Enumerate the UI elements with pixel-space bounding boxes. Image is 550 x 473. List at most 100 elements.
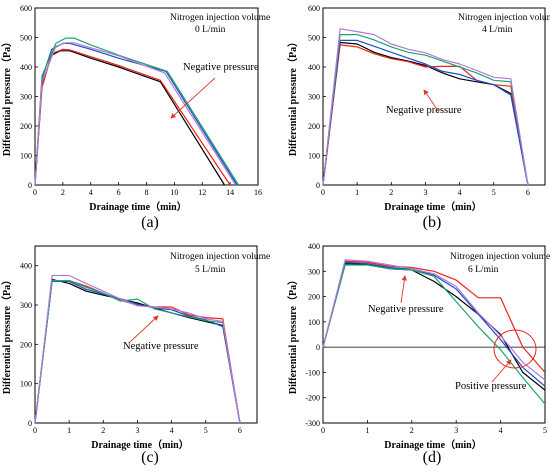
x-tick-label: 5	[492, 188, 496, 197]
series-line-green	[322, 264, 546, 405]
series-line-blue	[34, 280, 241, 424]
chart-panel-d: 0 1 2 3 4 5 -300 -200 -100 0 100 200 300 400 Drainage …	[286, 242, 550, 466]
series-line-purple	[34, 274, 241, 424]
series-line-green	[34, 280, 241, 424]
annotation-arrow	[400, 275, 408, 304]
x-tick-label: 0	[33, 188, 37, 197]
y-tick-label: 400	[308, 242, 320, 251]
annotation-nitrogen: Nitrogen injection volume	[170, 13, 270, 23]
y-tick-label: -100	[305, 368, 320, 377]
y-tick-label: 0	[316, 181, 320, 190]
series-line-purple	[322, 259, 546, 381]
y-tick-label: 100	[308, 318, 320, 327]
x-tick-label: 2	[101, 426, 105, 435]
highlight-circle	[493, 329, 537, 369]
annotation-pressure: Negative pressure	[386, 105, 462, 116]
series-line-blue	[322, 261, 546, 387]
y-tick-label: 0	[28, 419, 32, 428]
y-tick-label: -300	[305, 419, 320, 428]
y-tick-label: 300	[20, 93, 32, 102]
y-tick-label: 0	[28, 181, 32, 190]
annotation-arrow	[170, 77, 216, 119]
x-tick-label: 0	[321, 188, 325, 197]
y-tick-label: 100	[20, 380, 32, 389]
panel-caption: (c)	[141, 449, 159, 466]
plot-frame	[34, 245, 258, 424]
annotation-pressure: Negative pressure	[123, 341, 199, 352]
x-tick-label: 0	[321, 426, 325, 435]
x-tick-label: 4	[458, 188, 462, 197]
x-tick-label: 6	[526, 188, 530, 197]
y-tick-label: 300	[308, 93, 320, 102]
x-tick-label: 5	[543, 426, 547, 435]
x-tick-label: 1	[67, 426, 71, 435]
x-tick-label: 1	[355, 188, 359, 197]
x-axis-label: Drainage time（min）	[89, 200, 187, 213]
y-tick-label: 400	[20, 262, 32, 271]
y-tick-label: 400	[20, 63, 32, 72]
y-tick-label: 600	[308, 4, 320, 13]
series-line-green	[322, 34, 529, 186]
annotation-pressure: Positive pressure	[455, 381, 527, 392]
y-axis-label: Differential pressure（Pa）	[286, 275, 299, 394]
x-tick-label: 10	[170, 188, 178, 197]
y-tick-label: 0	[316, 343, 320, 352]
annotation-nitrogen: 6 L/min	[468, 265, 499, 275]
panel-caption: (a)	[141, 214, 159, 231]
x-axis-label: Drainage time（min）	[91, 438, 189, 451]
series-line-black	[34, 278, 241, 424]
panel-caption: (b)	[423, 214, 442, 231]
x-tick-label: 3	[423, 188, 427, 197]
x-tick-label: 14	[226, 188, 234, 197]
x-tick-label: 1	[365, 426, 369, 435]
y-tick-label: -200	[305, 394, 320, 403]
y-tick-label: 300	[20, 301, 32, 310]
x-tick-label: 12	[198, 188, 206, 197]
x-tick-label: 3	[135, 426, 139, 435]
x-tick-label: 6	[238, 426, 242, 435]
series-line-black	[322, 263, 546, 391]
x-tick-label: 16	[254, 188, 262, 197]
y-tick-label: 500	[20, 34, 32, 43]
y-tick-label: 600	[20, 4, 32, 13]
annotation-nitrogen: 0 L/min	[195, 25, 226, 35]
annotation-arrow	[129, 315, 159, 343]
x-tick-label: 2	[389, 188, 393, 197]
x-tick-label: 2	[410, 426, 414, 435]
chart-panel-c: 0 1 2 3 4 5 6 0 100 200 300 400 Drainage time（min） Di…	[0, 245, 270, 466]
x-tick-label: 4	[170, 426, 174, 435]
chart-panel-a: 0 2 4 6 8 10 12 14 16 0 100 200 300 400 500 600 Drainage…	[0, 4, 270, 231]
y-axis-label: Differential pressure（Pa）	[286, 37, 299, 156]
series-line-red	[322, 260, 546, 373]
x-tick-label: 5	[204, 426, 208, 435]
annotation-pressure: Negative pressure	[183, 62, 259, 73]
x-tick-label: 6	[117, 188, 121, 197]
annotation-nitrogen: Nitrogen injection volume	[170, 252, 270, 262]
series-line-red	[34, 48, 231, 186]
series-line-purple	[34, 42, 237, 186]
x-tick-label: 3	[454, 426, 458, 435]
y-tick-label: 300	[308, 267, 320, 276]
plot-frame	[322, 245, 546, 424]
y-tick-label: 200	[20, 340, 32, 349]
y-axis-label: Differential pressure（Pa）	[0, 275, 13, 394]
annotation-pressure: Negative pressure	[368, 304, 444, 315]
x-axis-label: Drainage time（min）	[384, 200, 482, 213]
y-tick-label: 100	[20, 152, 32, 161]
x-tick-label: 2	[61, 188, 65, 197]
y-tick-label: 400	[308, 63, 320, 72]
y-axis-label: Differential pressure（Pa）	[0, 37, 13, 156]
x-axis-label: Drainage time（min）	[384, 438, 482, 451]
y-tick-label: 200	[308, 293, 320, 302]
annotation-arrow	[423, 89, 440, 113]
x-tick-label: 8	[145, 188, 149, 197]
annotation-nitrogen: 4 L/min	[482, 25, 513, 35]
y-tick-label: 200	[20, 122, 32, 131]
y-tick-label: 200	[308, 122, 320, 131]
annotation-nitrogen: Nitrogen injection volume	[450, 252, 550, 262]
series-line-green	[34, 37, 240, 186]
x-tick-label: 4	[499, 426, 503, 435]
y-tick-label: 100	[308, 152, 320, 161]
annotation-nitrogen: Nitrogen injection volume	[458, 13, 550, 23]
